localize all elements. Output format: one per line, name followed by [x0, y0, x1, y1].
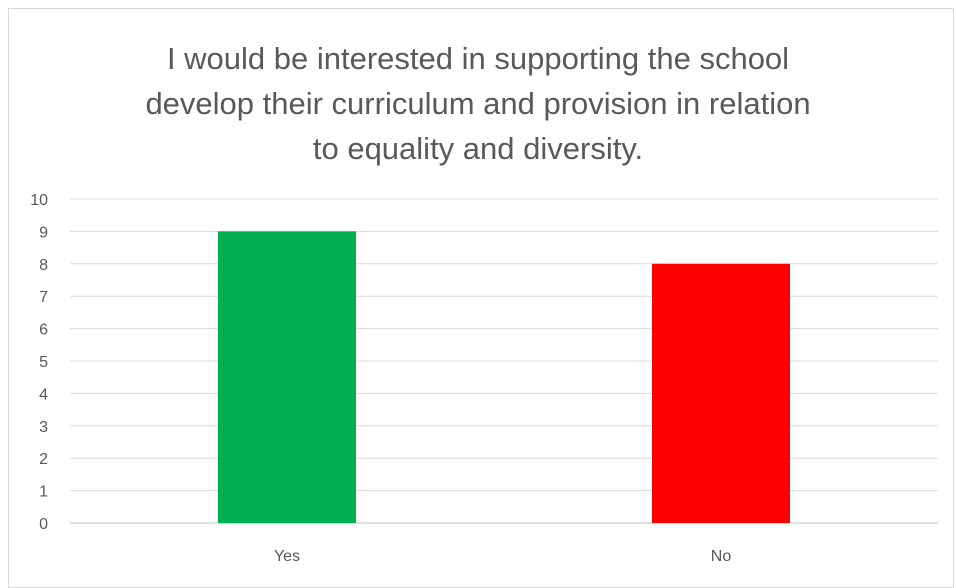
y-tick-label: 1 [39, 484, 48, 501]
y-tick-label: 5 [39, 354, 48, 371]
chart-title-line-2: develop their curriculum and provision i… [145, 86, 811, 121]
y-tick-label: 3 [39, 419, 48, 436]
y-tick-label: 9 [39, 224, 48, 241]
y-tick-label: 7 [39, 289, 48, 306]
chart-title-line-3: to equality and diversity. [312, 131, 644, 166]
y-tick-label: 2 [39, 451, 48, 468]
bars [218, 231, 790, 523]
bar-no [652, 263, 790, 523]
y-tick-label: 10 [30, 192, 48, 209]
chart-title-line-1: I would be interested in supporting the … [166, 41, 790, 76]
x-tick-label: Yes [274, 548, 300, 565]
gridlines [70, 198, 938, 524]
x-tick-label: No [711, 548, 732, 565]
y-tick-label: 6 [39, 322, 48, 339]
chart-title: I would be interested in supporting the … [0, 36, 956, 171]
x-axis: Yes No [274, 548, 731, 565]
bar-yes [218, 231, 356, 523]
y-tick-label: 4 [39, 386, 48, 403]
chart-frame [8, 8, 954, 588]
y-axis: 0 1 2 3 4 5 6 7 8 9 10 [30, 192, 48, 533]
y-tick-label: 8 [39, 257, 48, 274]
y-tick-label: 0 [39, 516, 48, 533]
